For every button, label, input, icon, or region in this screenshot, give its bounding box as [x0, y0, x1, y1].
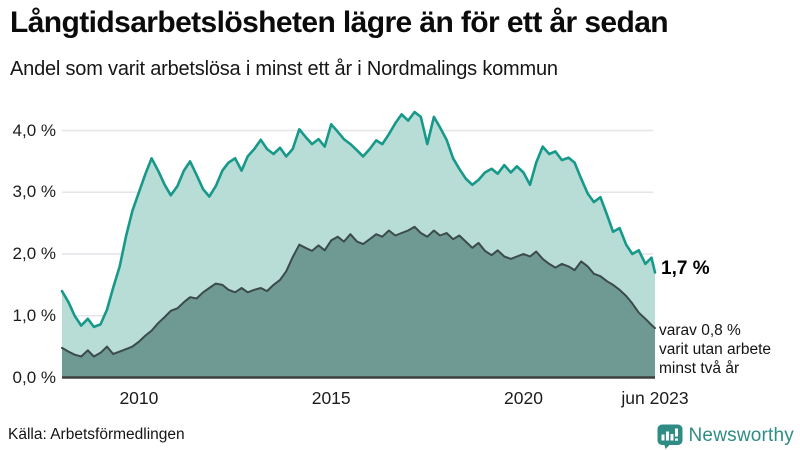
sub-annotation-label: varav 0,8 % varit utan arbete minst två …	[659, 322, 772, 377]
y-tick-label: 4,0 %	[12, 120, 56, 140]
newsworthy-logo: Newsworthy	[657, 423, 794, 449]
end-value-label: 1,7 %	[661, 258, 710, 279]
x-tick-label: 2020	[504, 388, 543, 408]
x-tick-label: jun 2023	[621, 388, 689, 408]
newsworthy-logo-icon	[657, 424, 683, 449]
page-subtitle: Andel som varit arbetslösa i minst ett å…	[10, 58, 558, 80]
newsworthy-logo-text: Newsworthy	[688, 425, 794, 446]
page-title: Långtidsarbetslösheten lägre än för ett …	[10, 6, 669, 39]
x-tick-label: 2010	[119, 388, 159, 408]
x-tick-label: 2015	[311, 388, 351, 408]
source-note: Källa: Arbetsförmedlingen	[8, 426, 185, 443]
y-tick-label: 2,0 %	[12, 244, 56, 263]
y-tick-label: 1,0 %	[12, 305, 56, 325]
series-line	[60, 110, 657, 329]
area-fill	[62, 226, 655, 378]
y-tick-label: 0,0 %	[12, 367, 56, 387]
series-line	[61, 225, 656, 358]
y-tick-label: 3,0 %	[12, 182, 56, 202]
